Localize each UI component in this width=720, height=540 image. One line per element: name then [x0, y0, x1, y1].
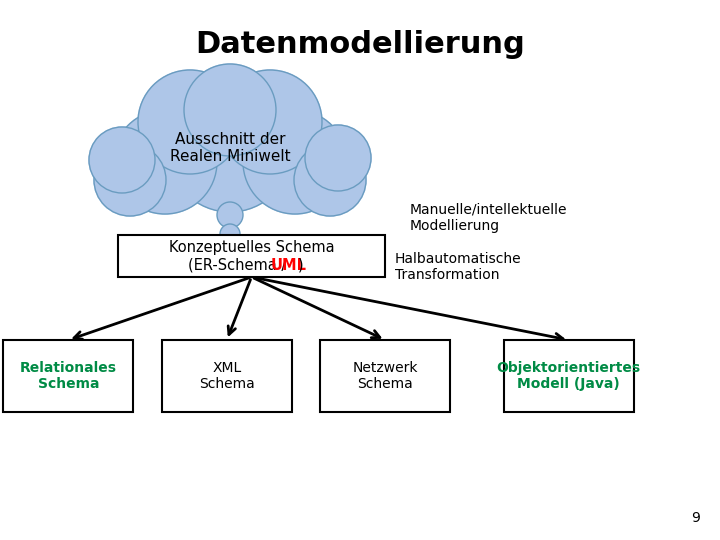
- Circle shape: [218, 70, 322, 174]
- Circle shape: [138, 70, 242, 174]
- Circle shape: [113, 110, 217, 214]
- Circle shape: [94, 144, 166, 216]
- Text: Konzeptuelles Schema: Konzeptuelles Schema: [168, 240, 334, 255]
- Circle shape: [217, 202, 243, 228]
- Circle shape: [294, 144, 366, 216]
- Text: (ER-Schema /: (ER-Schema /: [188, 258, 291, 273]
- Circle shape: [220, 224, 240, 244]
- Circle shape: [168, 88, 292, 212]
- Circle shape: [305, 125, 371, 191]
- Text: Ausschnitt der
Realen Miniwelt: Ausschnitt der Realen Miniwelt: [170, 132, 290, 164]
- Circle shape: [294, 144, 366, 216]
- Circle shape: [168, 88, 292, 212]
- Text: UML: UML: [271, 258, 307, 273]
- FancyBboxPatch shape: [162, 340, 292, 412]
- Text: 9: 9: [691, 511, 700, 525]
- FancyBboxPatch shape: [118, 235, 385, 277]
- FancyBboxPatch shape: [504, 340, 634, 412]
- Text: XML
Schema: XML Schema: [199, 361, 255, 391]
- FancyBboxPatch shape: [4, 340, 133, 412]
- Text: ): ): [298, 258, 304, 273]
- Circle shape: [94, 144, 166, 216]
- Circle shape: [305, 125, 371, 191]
- Circle shape: [218, 70, 322, 174]
- Text: Manuelle/intellektuelle
Modellierung: Manuelle/intellektuelle Modellierung: [410, 203, 567, 233]
- Circle shape: [184, 64, 276, 156]
- Circle shape: [89, 127, 155, 193]
- Text: Halbautomatische
Transformation: Halbautomatische Transformation: [395, 252, 521, 282]
- Text: Relationales
Schema: Relationales Schema: [20, 361, 117, 391]
- Text: Objektorientiertes
Modell (Java): Objektorientiertes Modell (Java): [497, 361, 641, 391]
- Circle shape: [89, 127, 155, 193]
- Circle shape: [184, 64, 276, 156]
- Text: Netzwerk
Schema: Netzwerk Schema: [353, 361, 418, 391]
- Circle shape: [243, 110, 347, 214]
- FancyBboxPatch shape: [320, 340, 450, 412]
- Circle shape: [138, 70, 242, 174]
- Circle shape: [113, 110, 217, 214]
- Text: Datenmodellierung: Datenmodellierung: [195, 30, 525, 59]
- Circle shape: [243, 110, 347, 214]
